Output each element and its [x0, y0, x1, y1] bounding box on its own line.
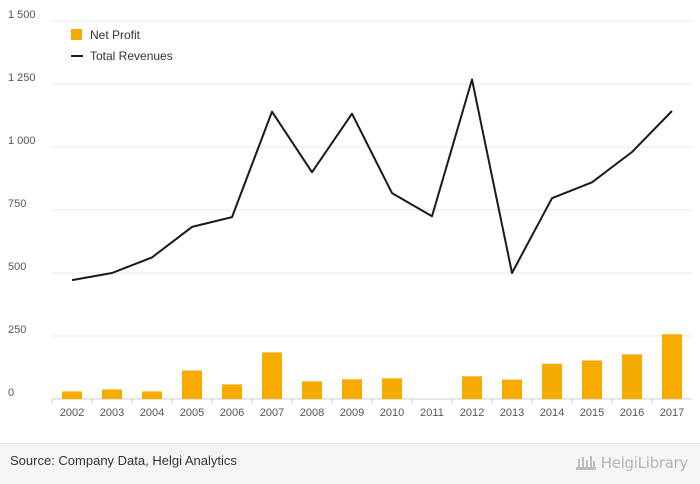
legend-label-net-profit: Net Profit: [90, 28, 141, 42]
x-tick-label-2006: 2006: [220, 407, 244, 419]
legend-swatch-net-profit: [71, 29, 82, 40]
net-profit-bars: [62, 334, 682, 399]
source-note: Source: Company Data, Helgi Analytics: [10, 453, 237, 468]
x-axis-ticks: 2002 2003 2004 2005 2006 2007 2008 2009 2010 2011…: [51, 399, 684, 419]
x-tick-label-2013: 2013: [500, 407, 524, 419]
bar-net-profit-2013: [502, 379, 522, 399]
y-tick-label: 0: [8, 387, 14, 399]
y-axis-ticks: 0 250 500 750 1 000 1 250 1 500: [8, 9, 36, 399]
x-tick-label-2009: 2009: [340, 407, 364, 419]
bar-net-profit-2005: [182, 370, 202, 399]
y-tick-label: 1 500: [8, 9, 36, 21]
y-tick-label: 250: [8, 324, 26, 336]
x-tick-label-2011: 2011: [420, 407, 444, 419]
x-tick-label-2004: 2004: [140, 407, 164, 419]
x-tick-label-2002: 2002: [60, 407, 84, 419]
y-tick-label: 1 250: [8, 72, 36, 84]
x-tick-label-2012: 2012: [460, 407, 484, 419]
bar-net-profit-2008: [302, 381, 322, 399]
x-tick-label-2014: 2014: [540, 407, 564, 419]
bar-net-profit-2016: [622, 354, 642, 399]
bar-net-profit-2007: [262, 352, 282, 399]
x-tick-label-2015: 2015: [580, 407, 604, 419]
bar-net-profit-2017: [662, 334, 682, 399]
brand-name: HelgiLibrary: [600, 454, 689, 472]
legend: Net Profit Total Revenues: [71, 28, 173, 63]
bar-net-profit-2014: [542, 363, 562, 399]
total-revenues-line: [71, 78, 673, 282]
bar-net-profit-2006: [222, 384, 242, 399]
bar-net-profit-2002: [62, 391, 82, 399]
x-tick-label-2016: 2016: [620, 407, 644, 419]
bar-net-profit-2015: [582, 360, 602, 399]
y-tick-label: 500: [8, 261, 26, 273]
y-tick-label: 1 000: [8, 135, 36, 147]
x-tick-label-2010: 2010: [380, 407, 404, 419]
bar-net-profit-2012: [462, 376, 482, 399]
x-tick-label-2007: 2007: [260, 407, 284, 419]
y-tick-label: 750: [8, 198, 26, 210]
x-tick-label-2003: 2003: [100, 407, 124, 419]
gridlines: [52, 20, 692, 400]
library-icon: [575, 456, 596, 470]
bar-net-profit-2004: [142, 391, 162, 399]
bar-net-profit-2009: [342, 379, 362, 399]
legend-label-total-revenues: Total Revenues: [90, 49, 173, 63]
footer: Source: Company Data, Helgi Analytics He…: [0, 443, 700, 484]
x-tick-label-2008: 2008: [300, 407, 324, 419]
bar-net-profit-2010: [382, 378, 402, 399]
brand-logo: HelgiLibrary: [575, 450, 688, 476]
x-tick-label-2017: 2017: [660, 407, 684, 419]
x-tick-label-2005: 2005: [180, 407, 204, 419]
bar-net-profit-2003: [102, 389, 122, 399]
